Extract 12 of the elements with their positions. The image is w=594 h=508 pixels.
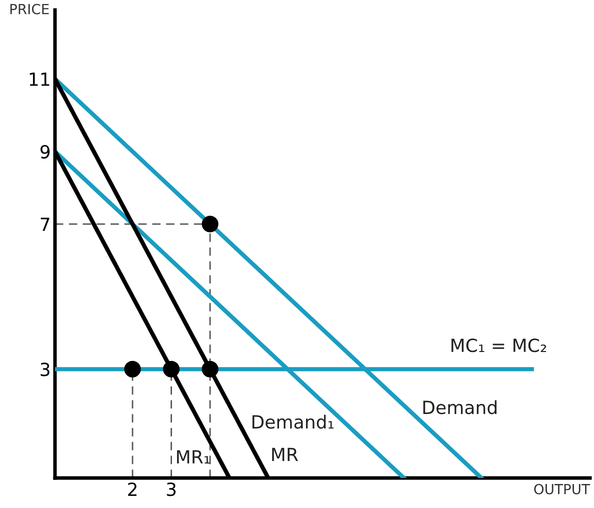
series-label: Demand₁ (252, 414, 334, 429)
y-tick-label: 11 (30, 72, 50, 86)
series-label: MC₁ = MC₂ (452, 338, 546, 352)
series-label: MR₁ (177, 450, 210, 464)
y-tick-label: 3 (40, 362, 50, 376)
series-label: MR (272, 448, 298, 462)
y-tick-label: 9 (40, 144, 50, 159)
x-tick-label: 2 (128, 482, 136, 496)
y-tick-label: 7 (40, 218, 50, 231)
series-label: Demand (423, 400, 496, 414)
y-axis-title: PRICE (10, 4, 49, 14)
x-axis-title: OUTPUT (534, 484, 590, 494)
